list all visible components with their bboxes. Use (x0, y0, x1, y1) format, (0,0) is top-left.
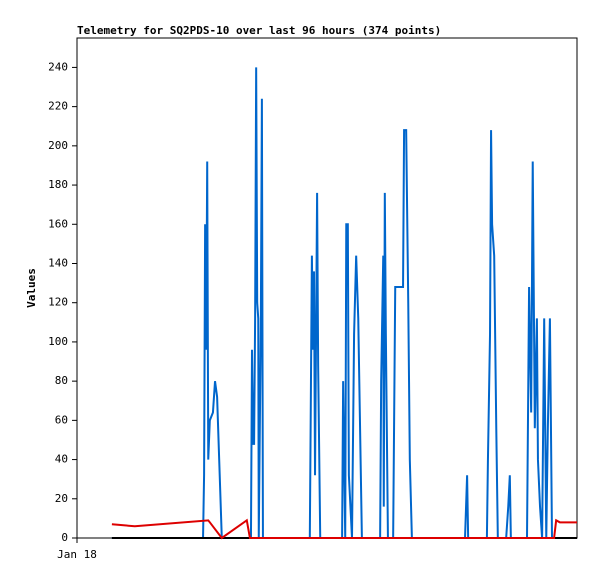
x-tick-label: Jan 18 (57, 548, 97, 561)
y-tick-label: 0 (61, 531, 68, 544)
y-tick-label: 80 (55, 374, 68, 387)
y-tick-label: 20 (55, 492, 68, 505)
y-tick-label: 240 (48, 60, 68, 73)
series-line (111, 518, 577, 540)
y-tick-label: 160 (48, 217, 68, 230)
y-tick-label: 200 (48, 139, 68, 152)
series-line (111, 67, 576, 539)
y-tick-label: 40 (55, 453, 68, 466)
y-axis-label: Values (25, 268, 38, 308)
y-tick-label: 60 (55, 413, 68, 426)
y-tick-label: 120 (48, 296, 68, 309)
y-tick-label: 140 (48, 256, 68, 269)
y-tick-label: 180 (48, 178, 68, 191)
y-tick-label: 220 (48, 100, 68, 113)
y-tick-label: 100 (48, 335, 68, 348)
plot-area (76, 37, 578, 539)
chart-title: Telemetry for SQ2PDS-10 over last 96 hou… (77, 24, 441, 37)
